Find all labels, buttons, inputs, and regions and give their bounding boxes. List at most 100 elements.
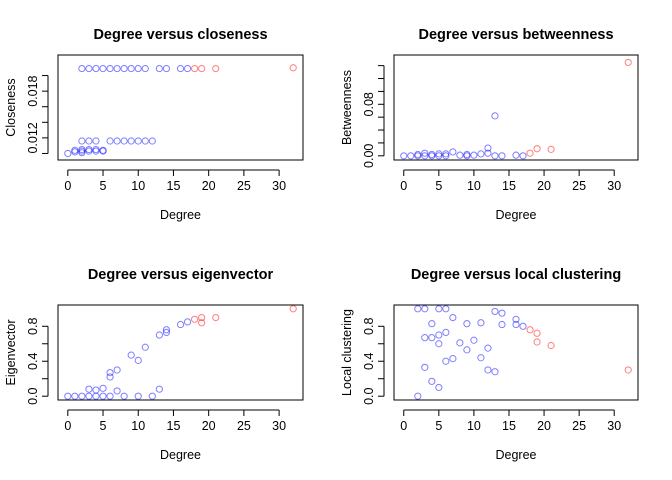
data-point <box>85 64 93 73</box>
data-point <box>155 331 163 339</box>
data-point <box>85 145 93 154</box>
x-tick-label: 15 <box>167 179 181 193</box>
data-point <box>435 331 443 339</box>
data-point <box>512 320 520 329</box>
data-point <box>212 313 220 322</box>
data-point <box>519 322 527 330</box>
data-point <box>289 64 297 72</box>
data-point <box>442 152 450 160</box>
data-point <box>547 341 555 350</box>
data-point <box>463 346 471 354</box>
x-tick-label: 0 <box>400 419 407 433</box>
data-point <box>624 366 632 374</box>
data-point <box>414 150 422 159</box>
plot-frame <box>57 304 304 401</box>
data-point <box>120 392 128 400</box>
y-axis-label: Betweenness <box>340 70 354 145</box>
data-point <box>491 152 499 160</box>
data-point <box>442 305 450 313</box>
data-point <box>414 305 422 313</box>
y-tick-label: 0.4 <box>362 353 376 370</box>
data-point <box>141 137 149 145</box>
data-point <box>484 366 492 374</box>
x-tick-label: 25 <box>237 419 251 433</box>
data-point <box>624 58 632 67</box>
data-point <box>547 145 555 153</box>
data-point <box>435 383 443 392</box>
data-point <box>533 338 541 346</box>
y-tick-label: 0.0 <box>362 387 376 404</box>
data-point <box>113 387 121 395</box>
data-point <box>78 137 86 145</box>
data-point <box>99 384 107 392</box>
chart-panel-4: Degree versus local clustering Degree Loca… <box>340 267 639 462</box>
data-point <box>400 152 408 160</box>
y-tick-label: 0.08 <box>362 92 376 116</box>
chart-panel-2: Degree versus betweenness Degree Betweenne… <box>340 27 639 222</box>
data-point <box>456 339 464 347</box>
y-axis-label: Eigenvector <box>4 319 18 385</box>
data-point <box>162 64 171 73</box>
data-point <box>428 150 436 159</box>
data-point <box>421 152 429 160</box>
data-point <box>190 64 199 73</box>
data-point <box>106 64 114 73</box>
data-point <box>113 366 121 374</box>
x-tick-label: 25 <box>572 179 586 193</box>
data-point <box>127 64 135 73</box>
x-tick-label: 5 <box>435 179 442 193</box>
data-point <box>449 313 457 322</box>
x-tick-label: 30 <box>607 179 621 193</box>
data-point <box>414 392 422 400</box>
data-point <box>421 305 429 313</box>
x-tick-label: 25 <box>572 419 586 433</box>
data-point <box>198 313 206 322</box>
data-point <box>148 137 156 145</box>
data-point <box>435 305 443 313</box>
x-tick-label: 10 <box>131 419 145 433</box>
data-point <box>442 328 450 336</box>
data-point <box>85 137 93 145</box>
y-tick-label: 0.4 <box>26 353 40 370</box>
data-point <box>463 320 471 328</box>
data-point <box>183 318 192 326</box>
data-point <box>428 377 436 385</box>
y-tick-label: 0.8 <box>26 318 40 335</box>
x-tick-label: 5 <box>100 419 107 433</box>
x-tick-label: 10 <box>467 419 481 433</box>
data-point <box>92 386 100 394</box>
data-point <box>134 137 142 145</box>
data-point <box>85 392 93 400</box>
chart-title: Degree versus closeness <box>93 27 267 43</box>
data-point <box>428 320 436 328</box>
data-point <box>134 392 142 400</box>
chart-title: Degree versus eigenvector <box>88 267 274 283</box>
data-point <box>212 64 220 73</box>
data-point <box>491 112 499 120</box>
data-point <box>113 64 121 73</box>
plot-frame <box>393 304 639 401</box>
chart-title: Degree versus betweenness <box>418 27 613 43</box>
data-point <box>127 351 135 359</box>
data-point <box>134 356 142 364</box>
y-axis-label: Closeness <box>4 78 18 136</box>
y-axis-label: Local clustering <box>340 309 354 396</box>
data-point <box>190 315 199 323</box>
data-point <box>519 152 527 160</box>
x-tick-label: 0 <box>64 419 71 433</box>
data-point <box>533 145 541 153</box>
y-tick-label: 0.0 <box>26 387 40 404</box>
data-point <box>449 148 457 156</box>
x-tick-label: 30 <box>607 419 621 433</box>
data-point <box>176 64 185 73</box>
data-point <box>435 150 443 158</box>
y-tick-label: 0.00 <box>362 144 376 168</box>
data-point <box>526 326 534 334</box>
data-point <box>106 369 114 377</box>
data-point <box>134 64 142 73</box>
data-point <box>456 151 464 159</box>
chart-panel-1: Degree versus closeness Degree Closeness 0 5… <box>4 27 304 222</box>
x-tick-label: 0 <box>400 179 407 193</box>
data-point <box>148 392 156 400</box>
data-point <box>106 373 114 381</box>
